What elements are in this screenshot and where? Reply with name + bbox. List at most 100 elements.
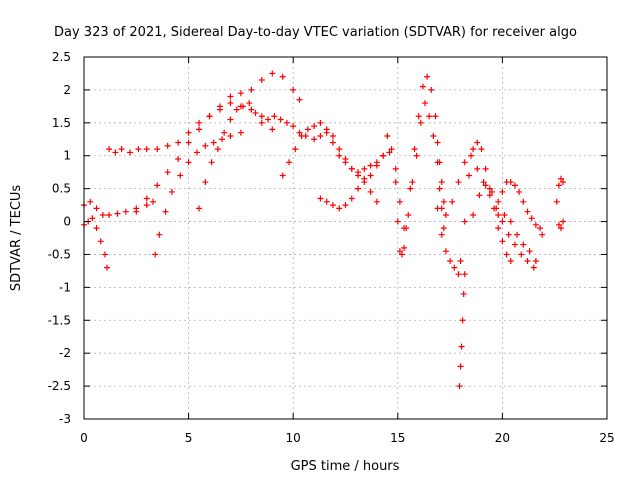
data-point: [258, 113, 265, 120]
data-point: [518, 251, 525, 258]
series-arc-6: [196, 100, 380, 212]
y-tick-label: -3: [59, 412, 71, 426]
y-axis-title: SDTVAR / TECUs: [9, 185, 24, 292]
data-point: [196, 119, 203, 126]
data-point: [460, 290, 467, 297]
data-point: [524, 208, 531, 215]
data-point: [434, 139, 441, 146]
data-point: [152, 251, 159, 258]
data-point: [447, 258, 454, 265]
data-point: [476, 192, 483, 199]
data-point: [329, 139, 336, 146]
data-point: [367, 188, 374, 195]
data-point: [283, 119, 290, 126]
data-point: [311, 123, 318, 130]
data-point: [557, 175, 564, 182]
data-point: [514, 231, 521, 238]
data-point: [202, 179, 209, 186]
data-point: [516, 188, 523, 195]
series-arc-13: [470, 182, 546, 265]
data-point: [168, 188, 175, 195]
y-tick-label: -1: [59, 280, 71, 294]
data-point: [470, 146, 477, 153]
data-point: [436, 185, 443, 192]
data-point: [258, 77, 265, 84]
data-point: [426, 113, 433, 120]
x-tick-label: 5: [185, 431, 193, 445]
data-point: [537, 225, 544, 232]
data-point: [419, 83, 426, 90]
data-point: [488, 188, 495, 195]
data-point: [480, 179, 487, 186]
data-point: [219, 136, 226, 143]
data-point: [495, 198, 502, 205]
data-point: [520, 241, 527, 248]
data-point: [458, 343, 465, 350]
data-point: [457, 258, 464, 265]
series-arc-4: [133, 100, 276, 215]
data-point: [530, 264, 537, 271]
y-tick-label: 0.5: [52, 182, 71, 196]
data-point: [442, 248, 449, 255]
data-point: [474, 139, 481, 146]
data-point: [461, 271, 468, 278]
y-tick-label: -0.5: [48, 247, 71, 261]
plot-frame: [83, 56, 608, 420]
data-point: [206, 113, 213, 120]
data-point: [227, 132, 234, 139]
data-point: [507, 218, 514, 225]
data-point: [336, 205, 343, 212]
data-point: [156, 231, 163, 238]
series-arc-11: [456, 271, 468, 390]
data-point: [175, 156, 182, 163]
data-point: [271, 113, 278, 120]
data-point: [258, 119, 265, 126]
data-point: [269, 70, 276, 77]
data-point: [407, 185, 414, 192]
data-point: [97, 238, 104, 245]
data-point: [279, 73, 286, 80]
data-point: [432, 113, 439, 120]
data-point: [329, 202, 336, 209]
x-tick-label: 20: [495, 431, 510, 445]
data-point: [202, 142, 209, 149]
data-point: [386, 149, 393, 156]
data-point: [373, 162, 380, 169]
data-point: [112, 149, 119, 156]
data-point: [526, 248, 533, 255]
data-point: [101, 251, 108, 258]
data-point: [486, 192, 493, 199]
data-point: [304, 126, 311, 133]
data-point: [342, 159, 349, 166]
data-point: [405, 211, 412, 218]
data-point: [348, 195, 355, 202]
data-point: [106, 211, 113, 218]
series-arc-16: [555, 218, 567, 232]
data-point: [252, 109, 259, 116]
data-point: [440, 225, 447, 232]
data-point: [438, 231, 445, 238]
data-point: [532, 221, 539, 228]
data-point: [89, 215, 96, 222]
data-point: [290, 86, 297, 93]
data-point: [388, 146, 395, 153]
data-point: [104, 264, 111, 271]
series-arc-3: [106, 70, 303, 156]
data-point: [196, 126, 203, 133]
data-point: [361, 175, 368, 182]
data-point: [401, 244, 408, 251]
data-point: [511, 182, 518, 189]
data-point: [501, 211, 508, 218]
data-point: [296, 96, 303, 103]
data-point: [434, 205, 441, 212]
data-point: [499, 188, 506, 195]
data-point: [424, 73, 431, 80]
data-point: [237, 129, 244, 136]
data-point: [296, 129, 303, 136]
data-point: [434, 159, 441, 166]
data-point: [177, 172, 184, 179]
data-point: [279, 172, 286, 179]
x-tick-label: 15: [390, 431, 405, 445]
data-point: [461, 218, 468, 225]
data-point: [495, 211, 502, 218]
